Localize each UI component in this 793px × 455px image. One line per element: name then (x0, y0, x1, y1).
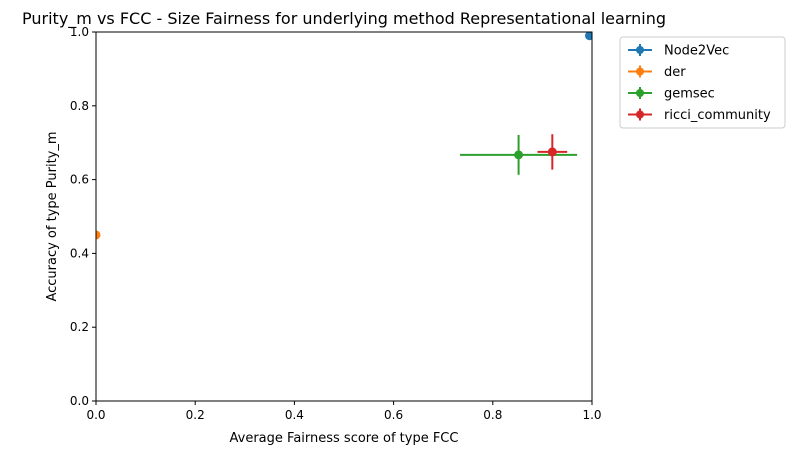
x-tick-label: 0.8 (483, 408, 502, 422)
legend-items: Node2Vec der gemsec ricci_community (628, 44, 771, 123)
legend-marker-ricci-community (636, 110, 644, 119)
legend-label-der: der (664, 65, 686, 80)
y-axis-label: Accuracy of type Purity_m (45, 131, 60, 301)
x-tick-label: 0.4 (285, 408, 304, 422)
x-axis-label: Average Fairness score of type FCC (230, 431, 459, 446)
x-tick-label: 0.2 (186, 408, 205, 422)
y-tick-label: 0.0 (70, 394, 89, 408)
legend-marker-node2vec (636, 46, 644, 54)
plot-area (95, 31, 593, 402)
legend-marker-gemsec (636, 89, 644, 97)
series-group (96, 32, 592, 240)
x-tick-label: 0.0 (86, 408, 105, 422)
y-tick-label: 1.0 (70, 25, 89, 39)
chart-title: Purity_m vs FCC - Size Fairness for unde… (22, 9, 666, 29)
y-tick-label: 0.8 (70, 99, 89, 113)
y-axis-ticks: 0.0 0.2 0.4 0.6 0.8 1.0 (70, 25, 96, 408)
data-point-node2vec (585, 32, 592, 41)
x-axis-ticks: 0.0 0.2 0.4 0.6 0.8 1.0 (86, 401, 602, 422)
y-tick-label: 0.2 (70, 320, 89, 334)
x-tick-label: 0.6 (384, 408, 403, 422)
axes-frame (95, 31, 593, 402)
data-point-der (96, 230, 101, 240)
y-tick-label: 0.6 (70, 173, 89, 187)
legend-marker-der (636, 67, 644, 76)
data-point-ricci-community (547, 147, 557, 157)
legend-frame (619, 36, 786, 129)
x-tick-label: 1.0 (582, 408, 601, 422)
legend-label-node2vec: Node2Vec (664, 44, 729, 59)
legend: Node2Vec der gemsec ricci_community (619, 36, 786, 129)
legend-label-gemsec: gemsec (664, 87, 715, 102)
data-point-gemsec (514, 150, 524, 160)
y-tick-label: 0.4 (70, 246, 89, 260)
data-marks (96, 32, 592, 240)
legend-label-ricci-community: ricci_community (664, 108, 771, 123)
